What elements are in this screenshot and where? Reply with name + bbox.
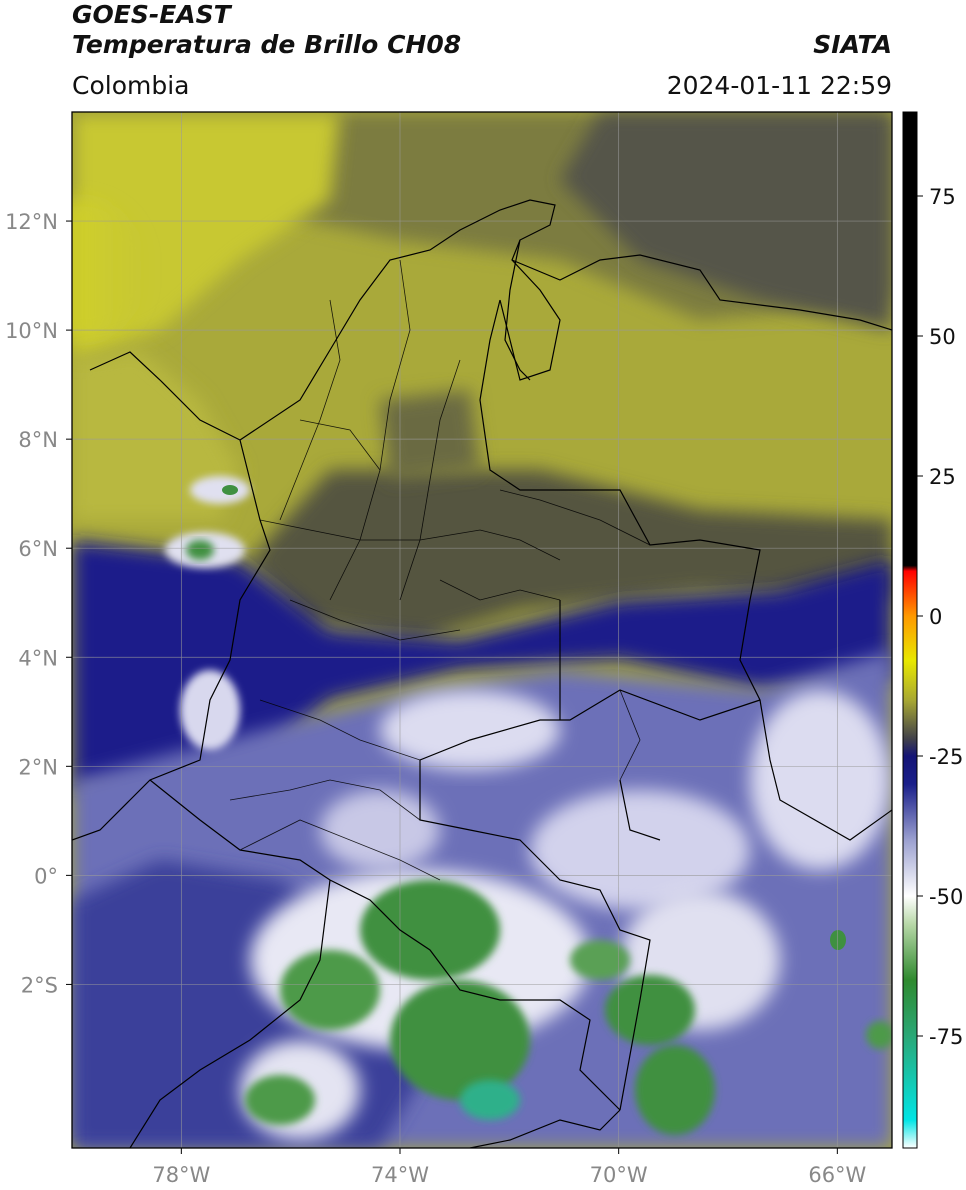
lon-tick-label: 78°W — [152, 1163, 210, 1187]
product-title: Temperatura de Brillo CH08 — [72, 30, 462, 59]
colorbar-tick-label: 50 — [929, 325, 956, 349]
latitude-labels: 12°N 10°N 8°N 6°N 4°N 2°N 0° 2°S — [5, 210, 72, 997]
colorbar-ticks: 75 50 25 0 -25 -50 -75 — [917, 185, 963, 1049]
lon-tick-label: 70°W — [590, 1163, 648, 1187]
lat-tick-label: 8°N — [18, 428, 58, 452]
lon-tick-label: 66°W — [808, 1163, 866, 1187]
colorbar-tick-label: -50 — [929, 885, 963, 909]
country-borders — [72, 199, 892, 1148]
timestamp-label: 2024-01-11 22:59 — [666, 71, 892, 100]
colorbar-tick-label: 25 — [929, 465, 956, 489]
lat-tick-label: 2°N — [18, 755, 58, 779]
satellite-title: GOES-EAST — [72, 0, 231, 29]
colorbar-tick-label: 0 — [929, 605, 942, 629]
lat-tick-label: 4°N — [18, 646, 58, 670]
colorbar-frame — [902, 111, 918, 1149]
lat-tick-label: 0° — [34, 864, 58, 888]
map-frame — [71, 111, 893, 1149]
longitude-labels: 78°W 74°W 70°W 66°W — [152, 1148, 867, 1187]
colorbar-tick-label: 75 — [929, 185, 956, 209]
organization-label: SIATA — [813, 30, 892, 59]
lat-tick-label: 2°S — [21, 973, 58, 997]
department-borders — [229, 259, 651, 881]
gridlines — [72, 112, 892, 1148]
colorbar — [903, 112, 917, 1148]
colorbar-tick-label: -25 — [929, 745, 963, 769]
lat-tick-label: 12°N — [5, 210, 58, 234]
colorbar-tick-label: -75 — [929, 1025, 963, 1049]
lat-tick-label: 6°N — [18, 537, 58, 561]
brightness-temperature-field — [72, 112, 892, 1148]
region-label: Colombia — [72, 71, 190, 100]
lat-tick-label: 10°N — [5, 319, 58, 343]
lon-tick-label: 74°W — [371, 1163, 429, 1187]
